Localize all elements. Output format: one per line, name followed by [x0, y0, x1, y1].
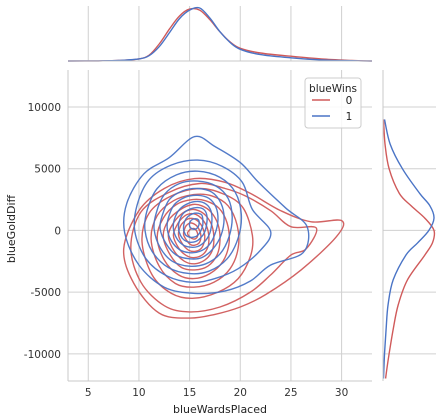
x-tick-label: 10 — [132, 387, 145, 399]
legend-title: blueWins — [309, 83, 357, 95]
contour-0-level-10 — [182, 222, 202, 247]
kde-contours — [122, 135, 345, 319]
contour-0-level-6 — [162, 203, 221, 271]
contour-1-level-10 — [188, 217, 200, 231]
contour-0-level-5 — [156, 198, 231, 280]
x-tick-label: 30 — [335, 387, 348, 399]
x-tick-label: 15 — [183, 387, 196, 399]
contour-0-level-8 — [172, 212, 210, 259]
contour-0-level-2 — [130, 182, 318, 313]
x-tick-label: 20 — [234, 387, 247, 399]
legend: blueWins 01 — [304, 77, 362, 129]
legend-label-0: 0 — [346, 95, 353, 107]
x-tick-label: 25 — [284, 387, 297, 399]
top-marginal-kde — [67, 6, 373, 62]
contour-0-level-11 — [186, 227, 199, 240]
right-marginal-curve-1 — [382, 119, 435, 379]
contour-1-level-2 — [133, 159, 272, 284]
legend-entries: 01 — [312, 95, 352, 123]
contour-1-level-8 — [177, 206, 208, 243]
y-tick-label: -10000 — [24, 349, 61, 361]
x-tick-labels: 5 10 15 20 25 30 — [85, 387, 348, 399]
contour-1-level-7 — [172, 200, 213, 248]
y-axis-label: blueGoldDiff — [5, 194, 18, 263]
legend-label-1: 1 — [346, 111, 353, 123]
axes-spines — [67, 60, 384, 382]
y-tick-label: 10000 — [28, 102, 61, 114]
contour-1-level-6 — [166, 194, 219, 254]
contour-1-level-3 — [143, 170, 243, 275]
contour-0-level-1 — [122, 177, 345, 319]
contour-1-level-1 — [122, 135, 310, 295]
right-marginal-curve-0 — [382, 119, 436, 379]
contour-1-level-5 — [159, 187, 225, 260]
contour-1-level-9 — [182, 212, 204, 239]
x-axis-label: blueWardsPlaced — [173, 403, 267, 416]
right-marginal-kde — [382, 119, 436, 379]
y-tick-labels: -10000 -5000 0 5000 10000 — [24, 102, 61, 361]
top-marginal-curve-1 — [67, 6, 373, 62]
y-tick-label: -5000 — [30, 287, 61, 299]
contour-1-level-4 — [153, 180, 233, 267]
top-marginal-curve-0 — [67, 7, 373, 62]
x-tick-label: 5 — [85, 387, 92, 399]
y-tick-label: 5000 — [34, 164, 61, 176]
y-tick-label: 0 — [54, 225, 61, 237]
